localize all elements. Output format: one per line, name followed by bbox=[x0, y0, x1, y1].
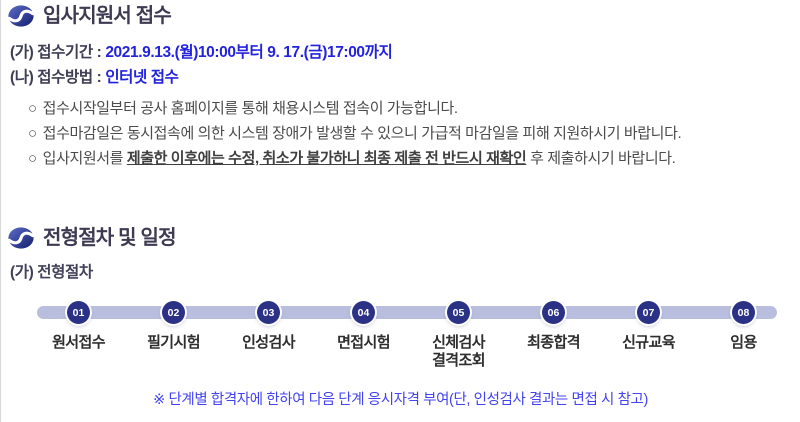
timeline-steps: 01 원서접수 02 필기시험 03 인성검사 04 면접시험 bbox=[31, 300, 791, 370]
process-step: 02 필기시험 bbox=[126, 300, 221, 370]
bullet-circle-marker: ○ bbox=[28, 100, 37, 117]
process-step: 04 면접시험 bbox=[316, 300, 411, 370]
step-number: 08 bbox=[737, 306, 750, 319]
notice-bullet-2-text: 접수마감일은 동시접속에 의한 시스템 장애가 발생할 수 있으니 가급적 마감… bbox=[42, 125, 682, 142]
step-label: 인성검사 bbox=[242, 334, 295, 351]
process-step: 08 임용 bbox=[696, 300, 791, 370]
step-number: 02 bbox=[167, 306, 180, 319]
bullet-circle-marker: ○ bbox=[28, 150, 37, 167]
step-number: 06 bbox=[547, 306, 560, 319]
timeline-bar bbox=[37, 306, 777, 319]
notice-bullet-3-suffix: 후 제출하시기 바랍니다. bbox=[526, 150, 676, 167]
step-label: 최종합격 bbox=[527, 334, 580, 351]
step-number-badge: 07 bbox=[637, 301, 660, 324]
process-step: 03 인성검사 bbox=[221, 300, 316, 370]
process-step: 01 원서접수 bbox=[31, 300, 126, 370]
notice-bullet-1-text: 접수시작일부터 공사 홈페이지를 통해 채용시스템 접속이 가능합니다. bbox=[42, 100, 458, 117]
reception-method-value: 인터넷 접수 bbox=[105, 69, 179, 86]
step-label: 신체검사 결격조회 bbox=[432, 334, 485, 369]
step-label: 신규교육 bbox=[622, 334, 675, 351]
process-step: 05 신체검사 결격조회 bbox=[411, 300, 506, 370]
step-number-badge: 06 bbox=[542, 301, 565, 324]
step-label: 면접시험 bbox=[337, 334, 390, 351]
step-label: 원서접수 bbox=[52, 334, 105, 351]
process-timeline: 01 원서접수 02 필기시험 03 인성검사 04 면접시험 bbox=[31, 300, 791, 390]
step-label: 임용 bbox=[730, 334, 757, 351]
step-number-badge: 08 bbox=[732, 301, 755, 324]
section-header-process: 전형절차 및 일정 bbox=[8, 226, 177, 250]
reception-period-line: (가) 접수기간 : 2021.9.13.(월)10:00부터 9. 17.(금… bbox=[10, 40, 393, 62]
reception-period-value: 2021.9.13.(월)10:00부터 9. 17.(금)17:00까지 bbox=[105, 44, 393, 61]
reception-method-line: (나) 접수방법 : 인터넷 접수 bbox=[10, 65, 179, 87]
step-number: 05 bbox=[452, 306, 465, 319]
step-number-badge: 01 bbox=[67, 301, 90, 324]
notice-bullet-2: ○ 접수마감일은 동시접속에 의한 시스템 장애가 발생할 수 있으니 가급적 마… bbox=[28, 122, 682, 143]
reception-period-label: (가) 접수기간 : bbox=[10, 44, 106, 61]
process-step: 06 최종합격 bbox=[506, 300, 601, 370]
section-title-application: 입사지원서 접수 bbox=[43, 5, 172, 27]
process-step: 07 신규교육 bbox=[601, 300, 696, 370]
section-header-application: 입사지원서 접수 bbox=[8, 4, 172, 28]
step-number-badge: 03 bbox=[257, 301, 280, 324]
qualification-note: ※ 단계별 합격자에 한하여 다음 단계 응시자격 부여(단, 인성검사 결과는… bbox=[153, 392, 648, 408]
step-number-badge: 05 bbox=[447, 301, 470, 324]
notice-bullet-3-prefix: 입사지원서를 bbox=[42, 150, 127, 167]
step-number-badge: 04 bbox=[352, 301, 375, 324]
bullet-circle-marker: ○ bbox=[28, 125, 37, 142]
notice-bullet-3-emphasis: 제출한 이후에는 수정, 취소가 불가하니 최종 제출 전 반드시 재확인 bbox=[126, 150, 527, 167]
company-logo-icon bbox=[8, 227, 34, 249]
step-number: 04 bbox=[357, 306, 370, 319]
company-logo-icon bbox=[8, 5, 34, 27]
step-label: 필기시험 bbox=[147, 334, 200, 351]
step-number: 01 bbox=[72, 306, 85, 319]
notice-bullet-1: ○ 접수시작일부터 공사 홈페이지를 통해 채용시스템 접속이 가능합니다. bbox=[28, 97, 458, 118]
step-number-badge: 02 bbox=[162, 301, 185, 324]
reception-method-label: (나) 접수방법 : bbox=[10, 69, 106, 86]
step-number: 07 bbox=[642, 306, 655, 319]
process-subheading: (가) 전형절차 bbox=[10, 264, 93, 281]
notice-bullet-3: ○ 입사지원서를 제출한 이후에는 수정, 취소가 불가하니 최종 제출 전 반드… bbox=[28, 147, 676, 168]
step-number: 03 bbox=[262, 306, 275, 319]
section-title-process: 전형절차 및 일정 bbox=[43, 227, 177, 249]
